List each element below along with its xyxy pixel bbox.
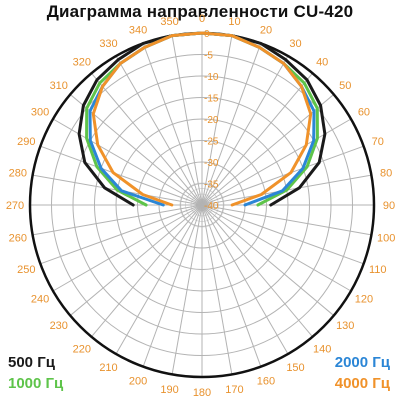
angle-tick-label: 270 bbox=[6, 200, 24, 212]
polar-grid bbox=[28, 31, 376, 379]
grid-spoke bbox=[201, 204, 364, 265]
angle-tick-label: 60 bbox=[358, 107, 370, 119]
angle-tick-label: 30 bbox=[289, 38, 301, 50]
angle-tick-label: 210 bbox=[99, 362, 117, 374]
grid-spoke bbox=[32, 204, 203, 236]
radial-tick-label: -25 bbox=[204, 137, 219, 148]
angle-tick-label: 230 bbox=[50, 320, 68, 332]
grid-spoke bbox=[91, 72, 203, 206]
grid-spoke bbox=[201, 204, 352, 292]
radial-tick-label: -10 bbox=[204, 72, 219, 83]
radial-tick-label: -15 bbox=[204, 94, 219, 105]
angle-tick-label: 130 bbox=[336, 320, 354, 332]
angle-tick-label: 140 bbox=[313, 343, 331, 355]
angle-tick-label: 20 bbox=[260, 24, 272, 36]
angle-tick-label: 330 bbox=[99, 38, 117, 50]
angle-tick-label: 340 bbox=[129, 24, 147, 36]
angle-tick-label: 190 bbox=[160, 384, 178, 396]
angle-tick-label: 170 bbox=[225, 384, 243, 396]
grid-spoke bbox=[40, 204, 203, 265]
grid-spoke bbox=[201, 204, 372, 236]
grid-spoke bbox=[201, 145, 364, 206]
angle-tick-label: 100 bbox=[377, 232, 395, 244]
tick-labels: 0 10 20 30 40 50 60 70 80 90 100 110 120 130 140 150 160… bbox=[6, 13, 396, 399]
grid-spoke bbox=[52, 204, 203, 292]
radial-tick-label: 0 bbox=[204, 29, 210, 40]
grid-spoke bbox=[40, 145, 203, 206]
angle-tick-label: 240 bbox=[31, 294, 49, 306]
grid-spoke bbox=[201, 204, 335, 316]
grid-spoke bbox=[142, 204, 203, 367]
grid-spoke bbox=[115, 204, 203, 355]
chart-title: Диаграмма направленности CU-420 bbox=[46, 2, 354, 21]
legend-4000hz: 4000 Гц bbox=[334, 375, 390, 392]
grid-spoke bbox=[201, 35, 233, 206]
grid-spoke bbox=[171, 204, 203, 375]
radial-tick-label: -40 bbox=[204, 201, 219, 212]
radial-tick-label: -30 bbox=[204, 158, 219, 169]
grid-spoke bbox=[171, 35, 203, 206]
angle-tick-label: 40 bbox=[316, 57, 328, 69]
legend-2000hz: 2000 Гц bbox=[334, 354, 390, 371]
grid-spoke bbox=[91, 204, 203, 338]
series-layer bbox=[77, 31, 327, 207]
radial-tick-label: -5 bbox=[204, 51, 213, 62]
angle-tick-label: 0 bbox=[199, 13, 205, 25]
angle-tick-label: 180 bbox=[193, 387, 211, 399]
grid-spoke bbox=[201, 204, 262, 367]
angle-tick-label: 110 bbox=[369, 264, 387, 276]
angle-tick-label: 280 bbox=[9, 168, 27, 180]
angle-tick-label: 10 bbox=[228, 16, 240, 28]
series-line-3 bbox=[91, 31, 313, 207]
legend-500hz: 500 Гц bbox=[8, 354, 55, 371]
angle-tick-label: 80 bbox=[380, 168, 392, 180]
legend-1000hz: 1000 Гц bbox=[8, 375, 64, 392]
angle-tick-label: 220 bbox=[73, 343, 91, 355]
radial-tick-label: -20 bbox=[204, 115, 219, 126]
grid-spoke bbox=[142, 43, 203, 206]
angle-tick-label: 50 bbox=[339, 80, 351, 92]
angle-tick-label: 160 bbox=[257, 376, 275, 388]
angle-tick-label: 120 bbox=[355, 294, 373, 306]
grid-spoke bbox=[69, 204, 203, 316]
angle-tick-label: 150 bbox=[286, 362, 304, 374]
angle-tick-label: 310 bbox=[50, 80, 68, 92]
angle-tick-label: 290 bbox=[17, 136, 35, 148]
angle-tick-label: 300 bbox=[31, 107, 49, 119]
grid-spoke bbox=[201, 72, 313, 206]
grid-spoke bbox=[115, 55, 203, 206]
angle-tick-label: 250 bbox=[17, 264, 35, 276]
angle-tick-label: 350 bbox=[160, 16, 178, 28]
angle-tick-label: 90 bbox=[383, 200, 395, 212]
grid-spoke bbox=[201, 43, 262, 206]
angle-tick-label: 70 bbox=[372, 136, 384, 148]
grid-spoke bbox=[201, 204, 289, 355]
angle-tick-label: 320 bbox=[73, 57, 91, 69]
angle-tick-label: 260 bbox=[9, 232, 27, 244]
angle-tick-label: 200 bbox=[129, 376, 147, 388]
grid-spoke bbox=[201, 204, 233, 375]
grid-spoke bbox=[201, 55, 289, 206]
radial-tick-label: -35 bbox=[204, 180, 219, 191]
grid-spoke bbox=[201, 204, 313, 338]
